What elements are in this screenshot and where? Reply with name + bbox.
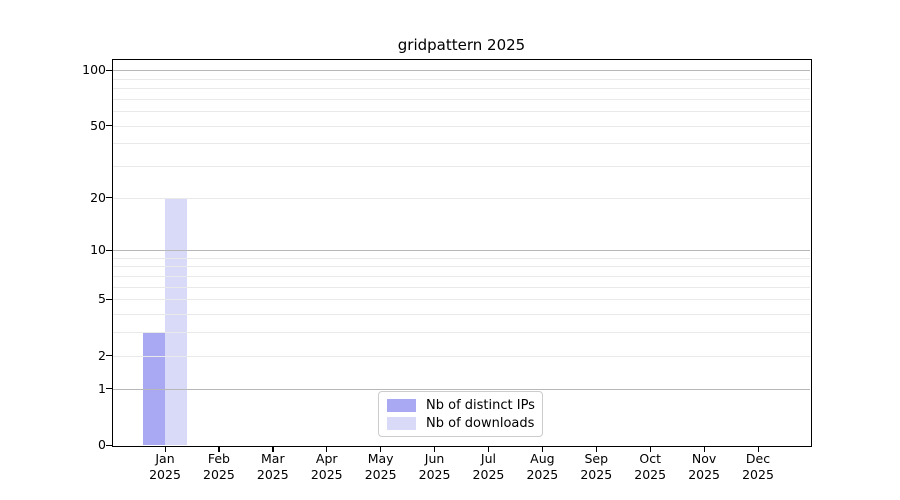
y-axis-tick (106, 69, 112, 71)
y-axis-tick-label: 2 (98, 347, 106, 363)
x-axis-tick (380, 446, 382, 452)
month-label: Nov (691, 451, 717, 466)
y-axis-tick-label: 50 (90, 117, 106, 133)
x-axis-tick (164, 446, 166, 452)
legend: Nb of distinct IPs Nb of downloads (378, 391, 543, 437)
x-axis-tick (595, 446, 597, 452)
minor-gridline (113, 355, 810, 357)
minor-gridline (113, 266, 810, 268)
x-axis-tick-label: Apr 2025 (295, 451, 359, 483)
x-axis-tick (703, 446, 705, 452)
minor-gridline (113, 87, 810, 89)
y-axis-tick (106, 197, 112, 199)
y-axis-tick-label: 0 (98, 437, 106, 452)
legend-item: Nb of distinct IPs (387, 397, 535, 413)
minor-gridline (113, 332, 810, 334)
year-label: 2025 (149, 467, 181, 482)
year-label: 2025 (203, 467, 235, 482)
major-gridline (113, 250, 810, 252)
legend-swatch-icon (387, 416, 416, 430)
x-axis-tick-label: Aug 2025 (510, 451, 574, 483)
x-axis-tick-label: Nov 2025 (672, 451, 736, 483)
x-axis-tick-label: Jun 2025 (403, 451, 467, 483)
x-axis-tick-label: Jan 2025 (133, 451, 197, 483)
year-label: 2025 (580, 467, 613, 482)
x-axis-tick (541, 446, 544, 452)
x-axis-tick (434, 446, 436, 452)
year-label: 2025 (526, 467, 559, 482)
x-axis-tick (326, 446, 328, 452)
minor-gridline (113, 166, 810, 167)
year-label: 2025 (418, 467, 451, 482)
month-label: Jul (480, 451, 496, 466)
major-gridline (113, 388, 810, 390)
y-axis-tick-label: 5 (98, 291, 106, 307)
month-label: Sep (584, 451, 609, 466)
y-axis-tick (106, 388, 112, 390)
x-axis-tick-label: Oct 2025 (618, 451, 682, 483)
legend-label: Nb of downloads (426, 415, 535, 431)
y-axis-tick-label: 10 (90, 242, 106, 258)
major-gridline (113, 70, 810, 72)
minor-gridline (113, 143, 810, 145)
chart-title: gridpattern 2025 (397, 36, 526, 54)
minor-gridline (113, 299, 810, 301)
minor-gridline (113, 197, 810, 199)
minor-gridline (113, 257, 810, 259)
year-label: 2025 (472, 467, 505, 482)
x-axis-tick-label: Feb 2025 (187, 451, 251, 483)
y-axis-tick (106, 444, 112, 446)
month-label: Jun (424, 451, 445, 466)
month-label: Dec (745, 451, 771, 466)
legend-item: Nb of downloads (387, 415, 535, 431)
x-axis-tick (649, 446, 651, 452)
x-axis-tick (218, 446, 220, 452)
y-axis-tick (106, 125, 112, 127)
x-axis-tick-label: Dec 2025 (726, 451, 790, 483)
month-label: Feb (207, 451, 230, 466)
y-axis-tick (106, 355, 112, 357)
x-axis-tick-label: May 2025 (349, 451, 413, 483)
month-label: Oct (639, 451, 661, 466)
x-axis-tick-label: Mar 2025 (241, 451, 305, 483)
y-axis-tick (106, 249, 112, 251)
x-axis-tick (272, 446, 274, 452)
month-label: Mar (261, 451, 285, 466)
legend-swatch-icon (387, 398, 416, 412)
minor-gridline (113, 314, 810, 316)
minor-gridline (113, 78, 810, 80)
y-axis-tick (106, 298, 112, 301)
y-axis-tick-label: 100 (82, 62, 106, 78)
year-label: 2025 (310, 467, 343, 482)
month-label: Apr (315, 451, 338, 466)
y-axis-tick-label: 20 (90, 189, 106, 205)
x-axis-tick-label: Jul 2025 (456, 451, 520, 483)
minor-gridline (113, 276, 810, 278)
year-label: 2025 (364, 467, 397, 482)
y-axis-tick-label: 1 (98, 380, 106, 396)
month-label: Aug (530, 451, 555, 466)
legend-label: Nb of distinct IPs (426, 397, 535, 413)
year-label: 2025 (688, 467, 720, 482)
minor-gridline (113, 286, 810, 288)
bar-downloads (165, 197, 187, 445)
minor-gridline (113, 98, 810, 100)
x-axis-tick (487, 446, 490, 452)
minor-gridline (113, 111, 810, 113)
minor-gridline (113, 125, 810, 127)
year-label: 2025 (256, 467, 289, 482)
year-label: 2025 (742, 467, 774, 482)
month-label: May (367, 451, 394, 466)
year-label: 2025 (634, 467, 667, 482)
x-axis-tick-label: Sep 2025 (564, 451, 628, 483)
x-axis-tick (757, 446, 759, 452)
month-label: Jan (155, 451, 175, 466)
